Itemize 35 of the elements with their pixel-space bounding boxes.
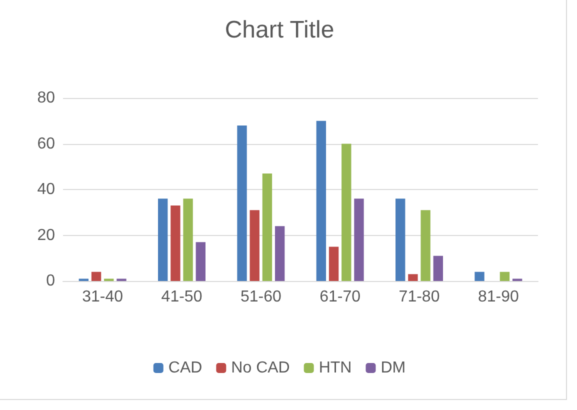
x-tick-label: 41-50: [161, 288, 202, 306]
y-tick-label: 60: [37, 135, 56, 152]
bar: [328, 246, 339, 281]
bar: [91, 272, 102, 281]
bar: [420, 210, 430, 281]
legend-label: CAD: [168, 360, 202, 376]
bar: [262, 173, 272, 281]
bar: [158, 198, 168, 281]
bar: [250, 210, 260, 281]
legend-label: HTN: [318, 360, 352, 376]
bar: [474, 272, 484, 281]
bar: [237, 125, 247, 281]
y-tick-label: 0: [46, 272, 56, 290]
x-tick-label: 71-80: [398, 288, 440, 306]
bar: [196, 242, 206, 281]
chart-title: Chart Title: [224, 16, 334, 44]
legend-label: DM: [380, 360, 406, 376]
bar: [396, 198, 406, 281]
bar: [408, 274, 418, 281]
bar: [316, 120, 326, 281]
bar: [170, 206, 180, 281]
bar: [354, 198, 364, 281]
bar: [183, 198, 193, 281]
legend-label: No CAD: [231, 360, 290, 376]
x-tick-label: 31-40: [82, 288, 124, 306]
x-tick-label: 51-60: [240, 288, 282, 306]
y-tick-label: 20: [37, 226, 56, 244]
bar: [500, 272, 510, 281]
bar: [274, 226, 285, 281]
x-tick-label: 81-90: [478, 288, 519, 306]
y-tick-label: 40: [37, 181, 56, 198]
bar: [433, 256, 443, 281]
bar: [342, 144, 352, 281]
x-tick-label: 61-70: [320, 288, 361, 306]
y-tick-label: 80: [37, 90, 56, 106]
